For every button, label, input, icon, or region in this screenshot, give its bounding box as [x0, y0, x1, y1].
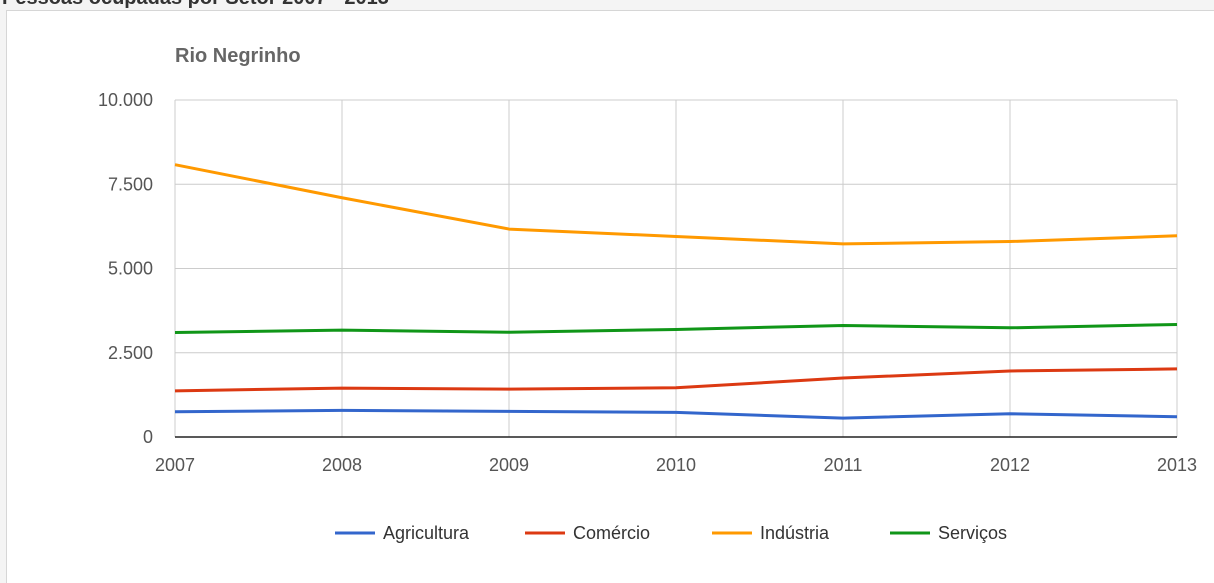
x-tick-label: 2007	[155, 455, 195, 475]
grid-lines	[174, 99, 1178, 437]
legend: Agricultura Comércio Indústria Serviços	[335, 523, 1007, 543]
x-tick-label: 2013	[1157, 455, 1197, 475]
series-line-serviços	[174, 322, 1178, 335]
x-tick-label: 2012	[990, 455, 1030, 475]
chart-title: Rio Negrinho	[175, 45, 301, 67]
legend-label: Serviços	[938, 523, 1007, 543]
legend-item-agricultura[interactable]: Agricultura	[335, 523, 470, 543]
series-line-agricultura	[174, 408, 1178, 420]
x-tick-label: 2010	[656, 455, 696, 475]
x-axis-ticks: 2007 2008 2009 2010 2011 2012 2013	[155, 455, 1197, 475]
x-tick-label: 2009	[489, 455, 529, 475]
x-tick-label: 2011	[824, 455, 863, 475]
legend-label: Comércio	[573, 523, 650, 543]
series-lines	[174, 163, 1178, 420]
legend-item-indústria[interactable]: Indústria	[712, 523, 830, 543]
chart-panel	[6, 10, 1214, 583]
legend-item-serviços[interactable]: Serviços	[890, 523, 1007, 543]
legend-label: Indústria	[760, 523, 830, 543]
x-tick-label: 2008	[322, 455, 362, 475]
series-line-comércio	[174, 367, 1178, 393]
y-tick-label: 0	[143, 427, 153, 447]
y-tick-label: 10.000	[98, 90, 153, 110]
section-title: Pessoas ocupadas por Setor 2007 - 2013	[2, 0, 389, 10]
series-line-indústria	[174, 163, 1178, 246]
y-tick-label: 5.000	[108, 259, 153, 279]
legend-label: Agricultura	[383, 523, 470, 543]
y-tick-label: 2.500	[108, 343, 153, 363]
y-tick-label: 7.500	[108, 174, 153, 194]
legend-item-comércio[interactable]: Comércio	[525, 523, 650, 543]
chart-section-header: Pessoas ocupadas por Setor 2007 - 2013	[0, 0, 1214, 10]
y-axis-ticks: 0 2.500 5.000 7.500 10.000	[98, 90, 153, 447]
